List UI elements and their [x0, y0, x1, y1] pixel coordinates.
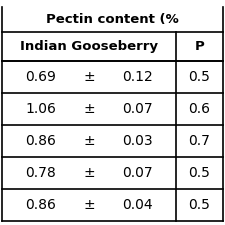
Text: 0.86: 0.86: [25, 198, 56, 212]
Text: 0.07: 0.07: [122, 166, 153, 180]
Text: 0.04: 0.04: [122, 198, 153, 212]
Text: 0.86: 0.86: [25, 134, 56, 148]
Text: 0.7: 0.7: [188, 134, 210, 148]
Text: ±: ±: [83, 134, 95, 148]
Text: 0.5: 0.5: [188, 198, 210, 212]
Text: 0.07: 0.07: [122, 102, 153, 116]
Text: 0.5: 0.5: [188, 166, 210, 180]
Text: ±: ±: [83, 198, 95, 212]
Text: 0.5: 0.5: [188, 70, 210, 84]
Text: 0.6: 0.6: [188, 102, 210, 116]
Text: ±: ±: [83, 102, 95, 116]
Text: 0.03: 0.03: [122, 134, 153, 148]
Text: Pectin content (%: Pectin content (%: [46, 13, 179, 26]
Text: 0.69: 0.69: [25, 70, 56, 84]
Text: ±: ±: [83, 70, 95, 84]
Text: P: P: [194, 40, 204, 53]
Text: Indian Gooseberry: Indian Gooseberry: [20, 40, 158, 53]
Text: ±: ±: [83, 166, 95, 180]
Text: 0.12: 0.12: [122, 70, 153, 84]
Text: 1.06: 1.06: [25, 102, 56, 116]
Text: 0.78: 0.78: [25, 166, 56, 180]
